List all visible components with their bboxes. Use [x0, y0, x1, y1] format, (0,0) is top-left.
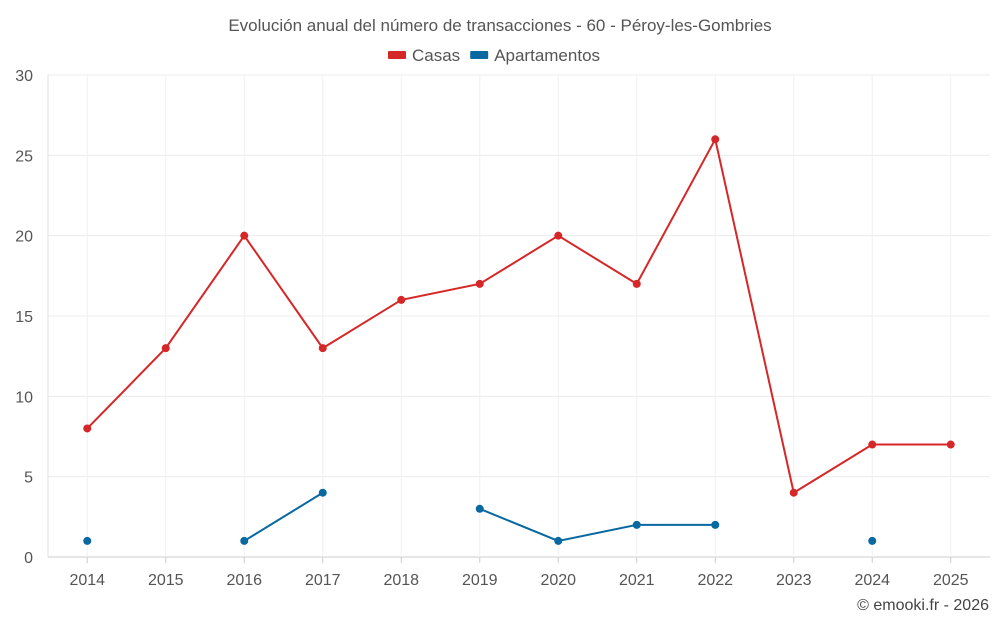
legend: Casas Apartamentos — [388, 46, 600, 65]
data-point[interactable] — [632, 279, 641, 288]
data-point[interactable] — [318, 344, 327, 353]
legend-swatch — [470, 51, 489, 59]
data-point[interactable] — [868, 536, 877, 545]
series-apartamentos — [83, 488, 877, 545]
x-tick-label: 2021 — [619, 572, 655, 589]
data-point[interactable] — [632, 520, 641, 529]
y-tick-label: 25 — [15, 148, 33, 165]
y-tick-label: 10 — [15, 389, 33, 406]
x-tick-label: 2015 — [148, 572, 184, 589]
y-tick-label: 0 — [24, 550, 33, 567]
data-point[interactable] — [83, 536, 92, 545]
series-casas — [83, 135, 955, 497]
data-point[interactable] — [318, 488, 327, 497]
data-point[interactable] — [83, 424, 92, 433]
series-group — [83, 135, 955, 545]
data-point[interactable] — [946, 440, 955, 449]
x-tick-label: 2016 — [226, 572, 262, 589]
legend-item-casas[interactable]: Casas — [388, 46, 460, 65]
credit: © emooki.fr - 2026 — [857, 597, 989, 614]
data-point[interactable] — [711, 135, 720, 144]
data-point[interactable] — [868, 440, 877, 449]
legend-swatch — [388, 51, 406, 59]
data-point[interactable] — [161, 344, 170, 353]
x-tick-label: 2022 — [697, 572, 733, 589]
data-point[interactable] — [475, 279, 484, 288]
data-point[interactable] — [240, 536, 249, 545]
data-point[interactable] — [554, 536, 563, 545]
data-point[interactable] — [554, 231, 563, 240]
grid — [48, 74, 990, 558]
chart-title: Evolución anual del número de transaccio… — [228, 16, 771, 35]
y-tick-label: 30 — [15, 68, 33, 85]
x-tick-label: 2019 — [462, 572, 498, 589]
x-tick-label: 2020 — [540, 572, 576, 589]
x-tick-label: 2025 — [933, 572, 969, 589]
x-tick-label: 2014 — [69, 572, 105, 589]
legend-label: Casas — [412, 46, 460, 65]
legend-label: Apartamentos — [494, 46, 600, 65]
y-tick-label: 15 — [15, 309, 33, 326]
x-tick-label: 2023 — [776, 572, 812, 589]
x-tick-label: 2024 — [854, 572, 890, 589]
y-tick-label: 20 — [15, 229, 33, 246]
series-line — [479, 507, 716, 542]
data-point[interactable] — [240, 231, 249, 240]
data-point[interactable] — [789, 488, 798, 497]
x-tick-label: 2017 — [305, 572, 341, 589]
series-line — [243, 491, 324, 542]
legend-item-apartamentos[interactable]: Apartamentos — [470, 46, 600, 65]
data-point[interactable] — [711, 520, 720, 529]
data-point[interactable] — [397, 295, 406, 304]
series-line — [86, 136, 951, 495]
y-tick-label: 5 — [24, 470, 33, 487]
data-point[interactable] — [475, 504, 484, 513]
x-tick-label: 2018 — [383, 572, 419, 589]
